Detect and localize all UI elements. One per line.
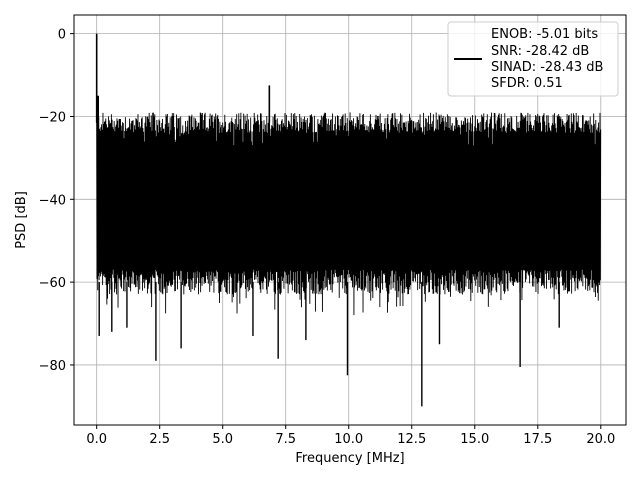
x-axis-title: Frequency [MHz] [295, 451, 404, 466]
psd-line [95, 33, 602, 407]
x-tick-label: 2.5 [149, 432, 170, 447]
x-tick-label: 0.0 [86, 432, 107, 447]
axis-ticks: 0.0 2.5 5.0 7.5 10.0 12.5 15.0 17.5 20.0 0 −20 −40 −… [39, 28, 616, 447]
x-tick-label: 15.0 [460, 432, 489, 447]
noise-floor-trace [96, 112, 602, 316]
y-tick-label: −80 [39, 359, 66, 374]
legend-entry-sfdr: SFDR: 0.51 [491, 76, 563, 91]
x-tick-label: 12.5 [397, 432, 426, 447]
x-tick-label: 17.5 [523, 432, 552, 447]
y-tick-label: −20 [39, 110, 66, 125]
y-tick-label: −40 [39, 193, 66, 208]
legend-entry-enob: ENOB: -5.01 bits [491, 27, 598, 42]
y-axis-title: PSD [dB] [14, 191, 29, 249]
legend-frame [447, 21, 619, 97]
x-tick-label: 7.5 [275, 432, 296, 447]
x-tick-label: 20.0 [586, 432, 615, 447]
plot-frame [73, 14, 627, 426]
x-tick-label: 5.0 [212, 432, 233, 447]
legend: ENOB: -5.01 bits SNR: -28.42 dB SINAD: -… [447, 21, 619, 97]
legend-entry-snr: SNR: -28.42 dB [491, 44, 589, 59]
legend-entry-sinad: SINAD: -28.43 dB [491, 60, 603, 75]
y-tick-label: −60 [39, 276, 66, 291]
y-tick-label: 0 [58, 28, 66, 43]
x-tick-label: 10.0 [334, 432, 363, 447]
